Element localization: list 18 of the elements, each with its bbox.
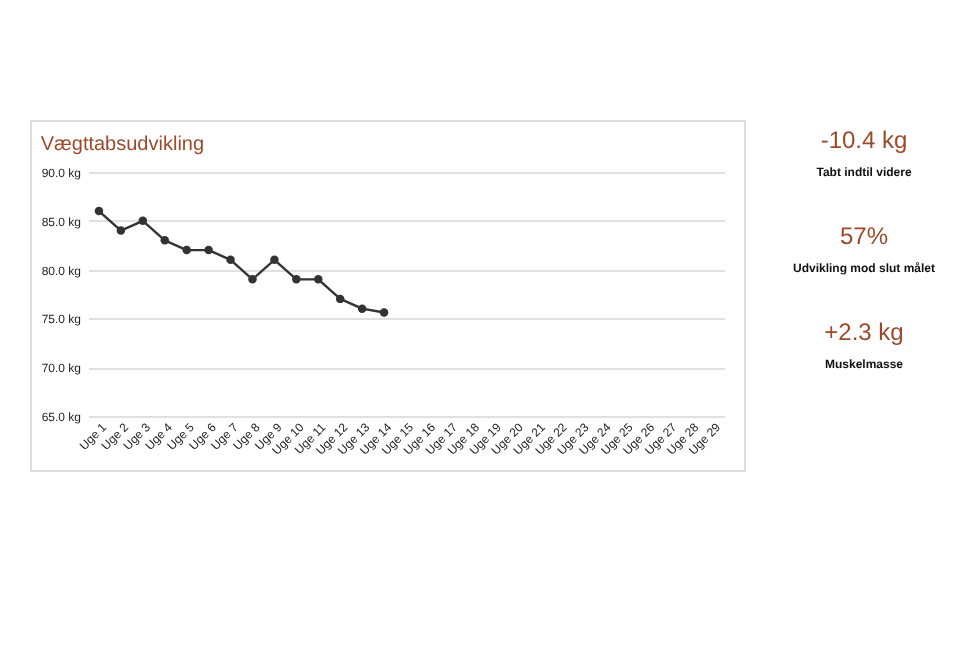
point	[226, 255, 235, 265]
point	[379, 308, 389, 317]
point	[160, 236, 169, 245]
point	[116, 226, 126, 235]
point	[182, 245, 191, 255]
point	[292, 275, 301, 284]
text: +2.3 kg	[824, 318, 904, 346]
point	[94, 206, 104, 216]
point	[204, 245, 213, 255]
point	[138, 216, 148, 226]
text: -10.4 kg	[820, 126, 908, 154]
point	[335, 294, 345, 304]
point	[248, 275, 257, 284]
point	[314, 275, 323, 284]
point	[357, 304, 367, 313]
point	[270, 255, 279, 265]
text: 57%	[839, 222, 889, 250]
chart-title: Vægttabsudvikling	[40, 134, 205, 156]
